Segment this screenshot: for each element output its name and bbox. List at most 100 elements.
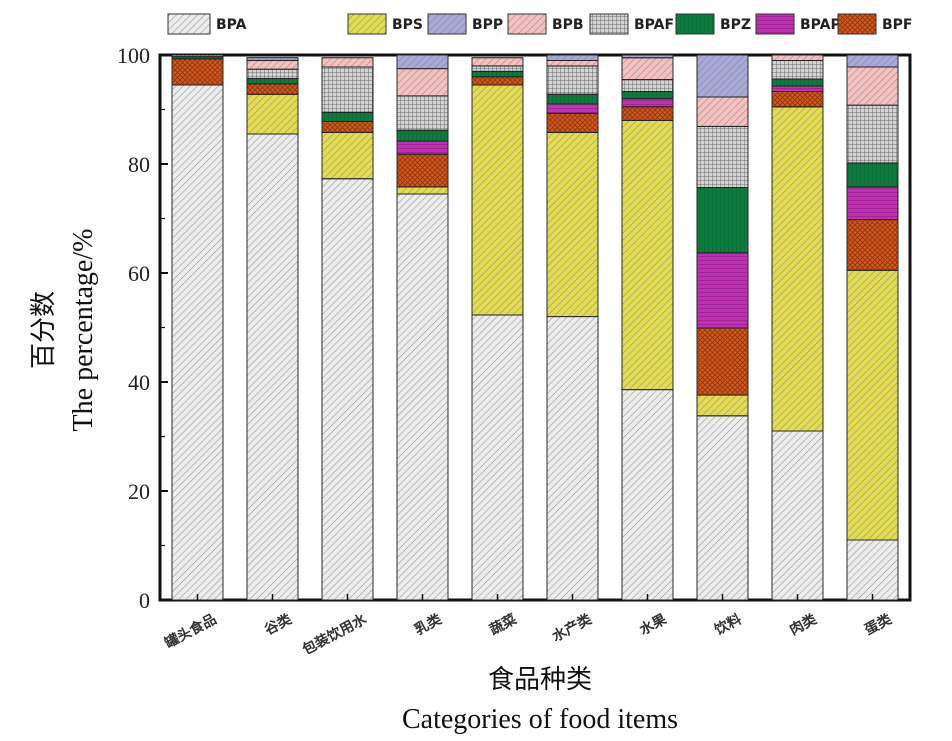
legend-item-bpb: BPB — [507, 13, 584, 35]
bar-segment-bpp — [246, 57, 299, 61]
legend-item-bpap: BPAP — [755, 13, 841, 35]
x-axis: 罐头食品 谷类 包装饮用水 乳类 蔬菜 水产类 水果 饮料 肉类 蛋类 — [161, 594, 895, 658]
legend-label: BPA — [216, 17, 247, 33]
bar-segment-bpap — [771, 85, 824, 92]
bar-segment-bpf — [621, 106, 674, 121]
x-tick-label: 包装饮用水 — [300, 610, 371, 658]
x-tick-label: 水产类 — [549, 610, 595, 645]
bar-segment-bpa — [396, 193, 449, 601]
bar-segment-bpb — [771, 54, 824, 61]
bar-segment-bpf — [696, 327, 749, 396]
x-axis-label-cn: 食品种类 — [488, 665, 592, 695]
bar-segment-bpa — [621, 389, 674, 601]
bar-segment-bpb — [846, 66, 899, 106]
legend-item-bpf: BPF — [837, 13, 913, 35]
bar-segment-bpz — [246, 77, 299, 85]
bar-segment-bpa — [696, 415, 749, 601]
y-axis-label-cn: 百分数 — [29, 291, 59, 369]
y-tick-label: 0 — [139, 588, 150, 613]
bar-segment-bpaf — [771, 60, 824, 80]
bar-segment-bpz — [621, 91, 674, 100]
x-tick-label: 蔬菜 — [487, 610, 521, 639]
bar-segment-bpa — [546, 316, 599, 601]
bar-segment-bpaf — [696, 125, 749, 188]
bar-segment-bpaf — [621, 79, 674, 92]
bar-segment-bps — [696, 394, 749, 417]
legend: BPA BPS BPP BPB BPAF BPZ BPAP BPF — [167, 13, 913, 35]
legend-label: BPAP — [800, 17, 841, 33]
bar-segment-bpb — [546, 60, 599, 67]
bar-segment-bpf — [321, 121, 374, 133]
bar-segment-bpz — [546, 93, 599, 105]
bar-segment-bpb — [246, 60, 299, 70]
bar-segment-bpb — [621, 57, 674, 80]
x-tick-label: 肉类 — [787, 610, 821, 639]
bar-segment-bpa — [246, 133, 299, 601]
bar-segment-bpap — [396, 140, 449, 155]
bar-segment-bpb — [471, 57, 524, 67]
bar-segment-bpaf — [471, 65, 524, 72]
bar-segment-bpz — [846, 162, 899, 188]
x-tick-label: 罐头食品 — [161, 611, 219, 653]
x-tick-label: 水果 — [637, 610, 671, 639]
legend-label: BPS — [392, 17, 423, 33]
bar-segment-bpf — [546, 112, 599, 133]
legend-label: BPP — [472, 17, 503, 33]
bar-segment-bpap — [621, 98, 674, 108]
bar-segment-bps — [321, 131, 374, 180]
x-tick-label: 蛋类 — [862, 610, 896, 639]
bar-segment-bpaf — [396, 95, 449, 131]
bar-segment-bpf — [771, 91, 824, 108]
bar-segment-bpa — [471, 314, 524, 601]
bar-segment-bpf — [246, 83, 299, 95]
bar-segment-bpb — [696, 96, 749, 127]
bar-segment-bpa — [321, 178, 374, 601]
legend-item-bpz: BPZ — [675, 13, 751, 35]
legend-label: BPF — [882, 17, 913, 33]
bar-segment-bpp — [546, 54, 599, 61]
bar-segment-bpp — [396, 54, 449, 70]
bar-segment-bpf — [471, 76, 524, 86]
y-tick-label: 60 — [128, 261, 150, 286]
bar-segment-bpa — [171, 84, 224, 601]
bar-segment-bpp — [846, 54, 899, 68]
legend-item-bpaf: BPAF — [589, 13, 674, 35]
bar-segment-bpp — [621, 54, 674, 59]
bar-segment-bpf — [171, 58, 224, 86]
bar-segment-bps — [246, 93, 299, 135]
bar-segment-bpb — [396, 68, 449, 97]
x-tick-label: 谷类 — [262, 610, 296, 639]
y-tick-label: 80 — [128, 152, 150, 177]
y-axis: 0 20 40 60 80 100 — [117, 43, 168, 613]
bar-segment-bps — [621, 119, 674, 391]
bar-segment-bpa — [846, 539, 899, 601]
bar-segment-bpf — [846, 219, 899, 271]
bar-segment-bpb — [321, 57, 374, 68]
bar-segment-bps — [546, 131, 599, 318]
bar-segment-bpaf — [846, 104, 899, 164]
y-tick-label: 40 — [128, 370, 150, 395]
legend-item-bpa: BPA — [167, 13, 247, 35]
bar-segment-bpaf — [321, 66, 374, 113]
y-tick-label: 100 — [117, 43, 150, 68]
bar-segment-bpaf — [171, 54, 224, 58]
bar-segment-bpz — [321, 111, 374, 122]
bar-segment-bpz — [471, 70, 524, 78]
y-axis-label-en: The percentage/% — [68, 229, 99, 432]
bar-segment-bpaf — [546, 65, 599, 95]
legend-item-bpp: BPP — [427, 13, 503, 35]
bar-segment-bpp — [696, 54, 749, 98]
bar-segment-bpap — [546, 103, 599, 114]
plot-area — [158, 53, 912, 602]
bar-segment-bps — [471, 84, 524, 316]
bar-segment-bpap — [696, 252, 749, 329]
legend-item-bps: BPS — [347, 13, 423, 35]
legend-label: BPZ — [720, 17, 751, 33]
x-tick-label: 乳类 — [412, 610, 446, 639]
x-tick-label: 饮料 — [711, 611, 745, 640]
bar-segment-bps — [771, 106, 824, 432]
legend-label: BPB — [552, 17, 584, 33]
bar-segment-bpaf — [246, 68, 299, 79]
bar-segment-bpz — [396, 129, 449, 142]
